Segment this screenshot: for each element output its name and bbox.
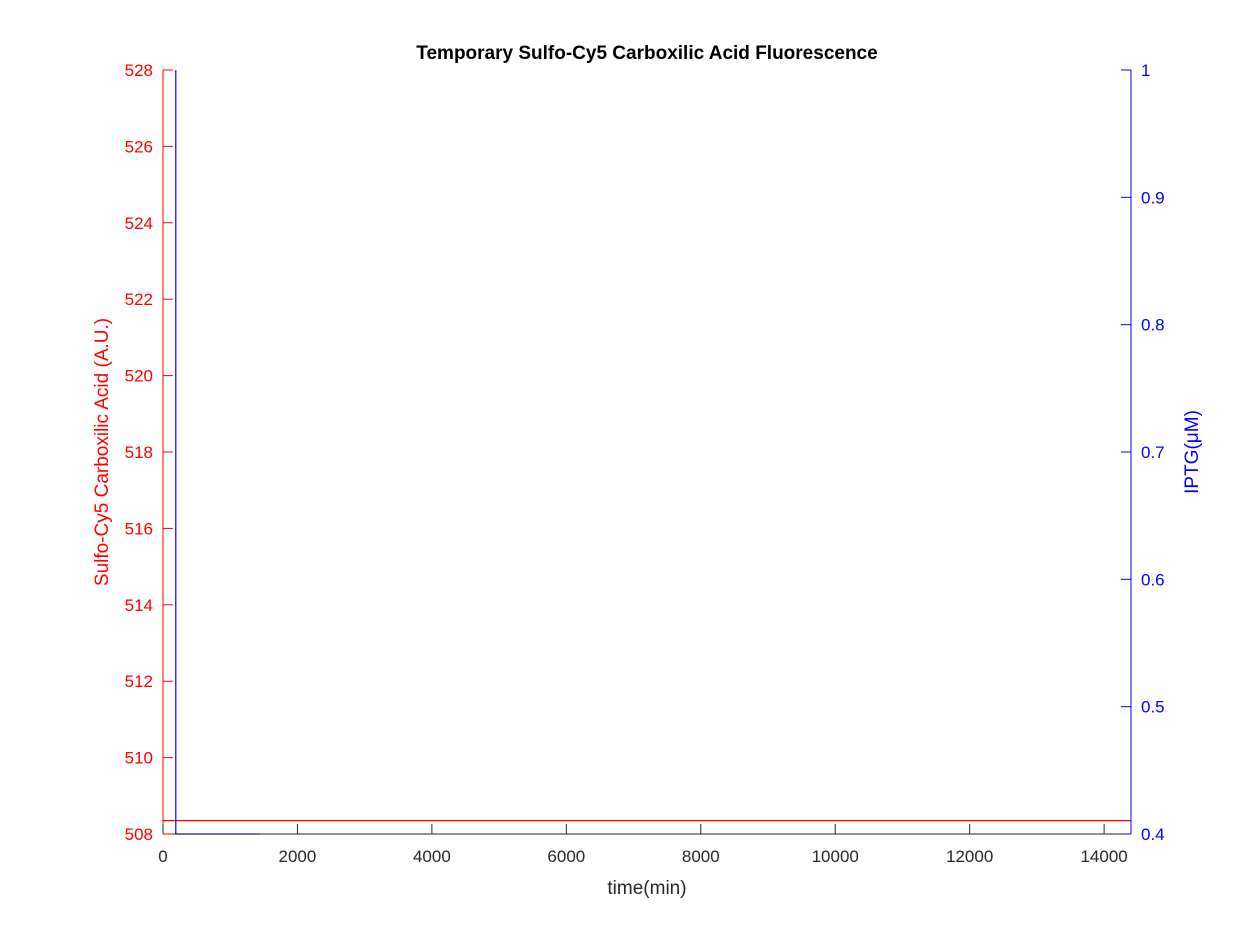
x-tick-label: 10000 (812, 847, 859, 866)
y-right-tick-label: 0.8 (1141, 316, 1165, 335)
y-axis-left-label: Sulfo-Cy5 Carboxilic Acid (A.U.) (92, 318, 113, 586)
y-left-tick-label: 510 (125, 749, 153, 768)
x-tick-label: 2000 (279, 847, 317, 866)
x-tick-label: 14000 (1080, 847, 1127, 866)
y-left-tick-label: 522 (125, 290, 153, 309)
y-axis-right-label: IPTG(μM) (1182, 410, 1203, 494)
y-right-tick-label: 0.6 (1141, 570, 1165, 589)
x-tick-label: 12000 (946, 847, 993, 866)
y-right-tick-label: 0.5 (1141, 698, 1165, 717)
ticks-layer: 0 2000 4000 6000 8000 10000 12000 14000 508 510 51… (125, 61, 1165, 866)
plot-background (163, 70, 1131, 834)
x-tick-label: 6000 (547, 847, 585, 866)
x-tick-label: 0 (158, 847, 167, 866)
y-left-tick-label: 526 (125, 137, 153, 156)
y-right-tick-label: 0.4 (1141, 825, 1165, 844)
x-axis-label: time(min) (607, 878, 686, 899)
y-right-tick-label: 1 (1141, 61, 1150, 80)
y-left-tick-label: 520 (125, 367, 153, 386)
y-left-tick-label: 508 (125, 825, 153, 844)
x-tick-label: 4000 (413, 847, 451, 866)
y-left-tick-label: 516 (125, 519, 153, 538)
y-left-tick-label: 514 (125, 596, 153, 615)
x-tick-label: 8000 (682, 847, 720, 866)
y-left-tick-label: 528 (125, 61, 153, 80)
y-left-tick-label: 518 (125, 443, 153, 462)
y-right-tick-label: 0.9 (1141, 188, 1165, 207)
y-left-tick-label: 512 (125, 672, 153, 691)
y-right-tick-label: 0.7 (1141, 443, 1165, 462)
y-left-tick-label: 524 (125, 214, 153, 233)
chart-title: Temporary Sulfo-Cy5 Carboxilic Acid Fluo… (416, 43, 877, 64)
